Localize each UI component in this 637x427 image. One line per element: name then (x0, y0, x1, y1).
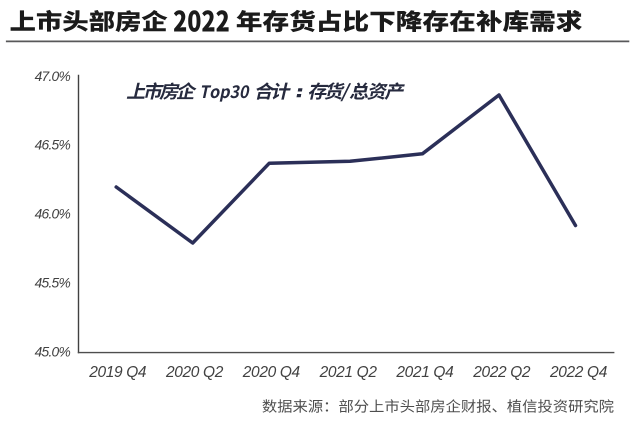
svg-text:46.0%: 46.0% (35, 207, 71, 222)
svg-text:2022 Q4: 2022 Q4 (549, 364, 608, 381)
svg-text:2021 Q2: 2021 Q2 (319, 364, 378, 381)
svg-text:2021 Q4: 2021 Q4 (395, 364, 454, 381)
svg-text:47.0%: 47.0% (35, 69, 71, 84)
svg-text:45.0%: 45.0% (35, 344, 71, 359)
svg-text:2019 Q4: 2019 Q4 (88, 364, 147, 381)
svg-text:46.5%: 46.5% (35, 138, 71, 153)
svg-text:2022 Q2: 2022 Q2 (472, 364, 531, 381)
svg-text:45.5%: 45.5% (35, 276, 71, 291)
svg-text:2020 Q4: 2020 Q4 (242, 364, 301, 381)
svg-text:2020 Q2: 2020 Q2 (165, 364, 224, 381)
